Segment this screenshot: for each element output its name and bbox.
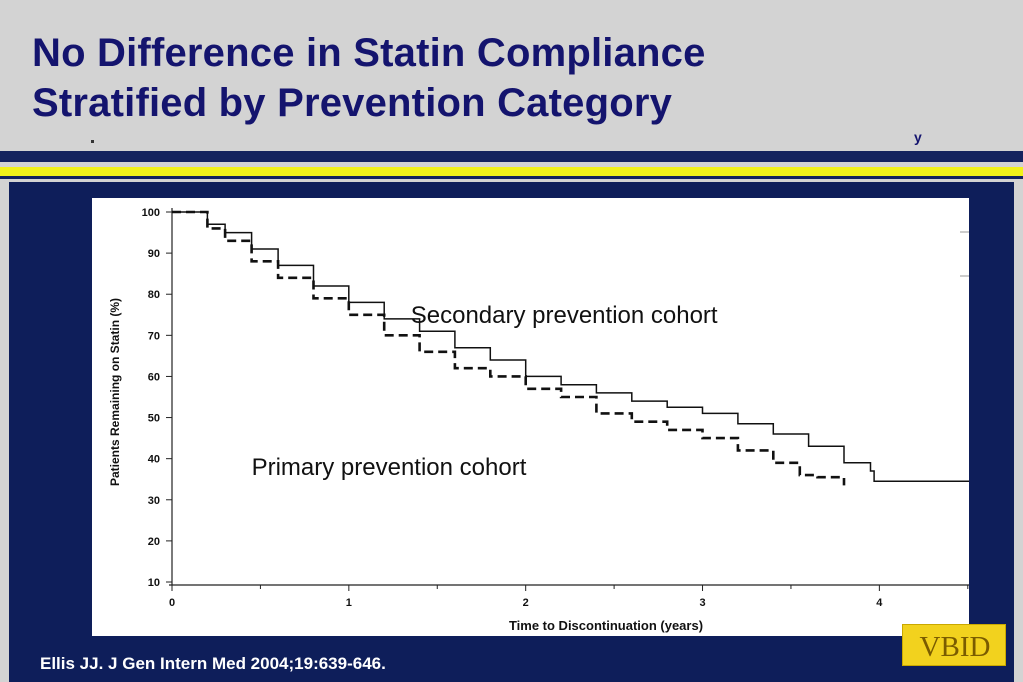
vbid-logo: VBID	[902, 624, 1006, 666]
x-tick-label: 3	[699, 597, 705, 609]
series-secondary-line	[172, 211, 969, 483]
stray-dot	[91, 140, 94, 143]
navy-thin-band	[0, 176, 1023, 179]
slide-title: No Difference in Statin Compliance Strat…	[32, 28, 706, 128]
y-tick-label: 90	[148, 248, 160, 260]
yellow-band	[0, 167, 1023, 176]
title-line-2: Stratified by Prevention Category	[32, 81, 673, 125]
annotation-primary: Primary prevention cohort	[252, 454, 527, 481]
y-tick-label: 70	[148, 330, 160, 342]
y-tick-label: 80	[148, 289, 160, 301]
annotation-secondary: Secondary prevention cohort	[411, 302, 718, 329]
y-tick-label: 10	[148, 577, 160, 589]
y-tick-label: 100	[142, 207, 160, 219]
stray-letter: y	[914, 129, 922, 145]
navy-band	[0, 151, 1023, 162]
title-line-1: No Difference in Statin Compliance	[32, 31, 706, 75]
y-axis-label: Patients Remaining on Statin (%)	[108, 298, 122, 486]
x-tick-label: 4	[876, 597, 883, 609]
citation: Ellis JJ. J Gen Intern Med 2004;19:639-6…	[40, 654, 386, 673]
y-tick-label: 60	[148, 371, 160, 383]
x-tick-label: 1	[346, 597, 352, 609]
y-tick-label: 30	[148, 495, 160, 507]
chart-container: 10 20 30 40 50 60 70 80 90 100 0 1 2 3 4 Time to Discon…	[92, 198, 969, 636]
logo-text: VBID	[920, 631, 991, 663]
y-tick-label: 40	[148, 454, 160, 466]
series-primary-line	[172, 210, 846, 486]
x-axis-label: Time to Discontinuation (years)	[509, 618, 703, 633]
x-tick-label: 2	[523, 597, 529, 609]
vbid-logo-icon: VBID	[920, 631, 991, 663]
x-tick-label: 0	[169, 597, 175, 609]
y-tick-label: 50	[148, 413, 160, 425]
y-tick-label: 20	[148, 536, 160, 548]
survival-chart: 10 20 30 40 50 60 70 80 90 100 0 1 2 3 4 Time to Discon…	[108, 207, 969, 633]
